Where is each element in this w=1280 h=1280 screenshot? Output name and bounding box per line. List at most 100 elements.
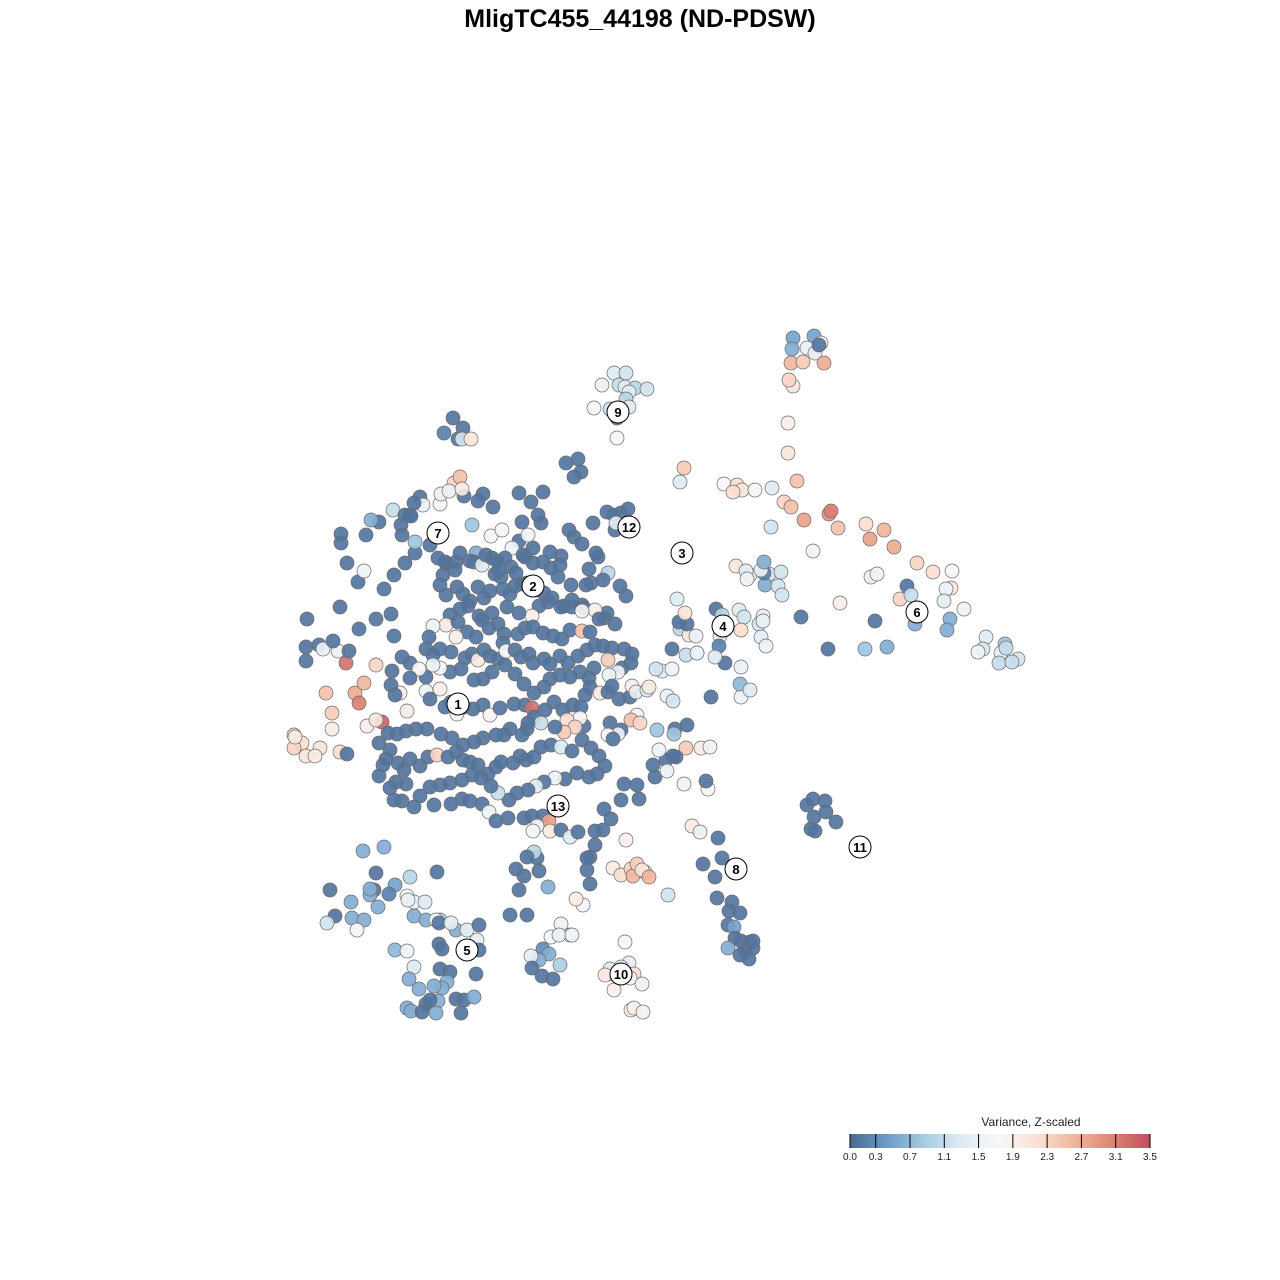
scatter-point — [511, 882, 527, 898]
scatter-point — [604, 678, 620, 694]
scatter-point — [466, 989, 482, 1005]
scatter-point — [795, 354, 811, 370]
scatter-point — [454, 481, 470, 497]
cluster-label-text: 12 — [622, 520, 636, 535]
scatter-point — [698, 773, 714, 789]
cluster-label-badge — [606, 400, 630, 424]
scatter-point — [591, 611, 607, 627]
scatter-point — [781, 372, 797, 388]
scatter-point — [540, 879, 556, 895]
scatter-point — [582, 624, 598, 640]
scatter-point — [709, 890, 725, 906]
scatter-point — [500, 810, 516, 826]
scatter-point — [602, 715, 618, 731]
scatter-point — [991, 655, 1007, 671]
cluster-label-11: 11 — [848, 835, 872, 859]
scatter-point — [492, 700, 508, 716]
scatter-point — [307, 748, 323, 764]
scatter-point — [399, 943, 415, 959]
scatter-point — [401, 971, 417, 987]
scatter-point — [552, 557, 568, 573]
legend-tick-label: 1.5 — [972, 1152, 986, 1163]
scatter-point — [363, 512, 379, 528]
scatter-point — [811, 337, 827, 353]
scatter-point — [376, 839, 392, 855]
scatter-point — [566, 469, 582, 485]
scatter-point — [574, 603, 590, 619]
scatter-point — [569, 765, 585, 781]
scatter-point — [482, 707, 498, 723]
scatter-point — [660, 887, 676, 903]
scatter-point — [428, 1005, 444, 1021]
scatter-point — [758, 638, 774, 654]
scatter-point — [499, 599, 515, 615]
scatter-point — [956, 601, 972, 617]
scatter-point — [702, 739, 718, 755]
scatter-point — [516, 676, 532, 692]
cluster-label-3: 3 — [670, 541, 694, 565]
cluster-label-text: 5 — [463, 943, 470, 958]
scatter-point — [944, 563, 960, 579]
scatter-point — [688, 628, 704, 644]
scatter-point — [587, 837, 603, 853]
scatter-point — [733, 659, 749, 675]
scatter-point — [780, 415, 796, 431]
scatter-point — [659, 763, 675, 779]
scatter-point — [426, 978, 442, 994]
scatter-point — [436, 425, 452, 441]
scatter-point — [764, 480, 780, 496]
legend-tick-label: 0.7 — [903, 1152, 917, 1163]
scatter-point — [783, 499, 799, 515]
scatter-point — [594, 377, 610, 393]
scatter-point — [600, 652, 616, 668]
scatter-point — [485, 499, 501, 515]
scatter-point — [325, 633, 341, 649]
scatter-point — [426, 797, 442, 813]
scatter-point — [793, 609, 809, 625]
scatter-point — [714, 850, 730, 866]
cluster-label-12: 12 — [617, 515, 641, 539]
scatter-point — [322, 882, 338, 898]
scatter-point — [339, 555, 355, 571]
scatter-point — [867, 613, 883, 629]
scatter-point — [425, 657, 441, 673]
scatter-point — [707, 869, 723, 885]
scatter-point — [634, 976, 650, 992]
scatter-point — [511, 605, 527, 621]
color-legend: Variance, Z-scaled 0.0 0.3 0.7 1.1 1.5 1.9 2.3… — [843, 1115, 1157, 1163]
scatter-point — [411, 661, 427, 677]
scatter-point — [403, 508, 419, 524]
scatter-point — [315, 641, 331, 657]
scatter-point — [450, 614, 466, 630]
scatter-point — [397, 555, 413, 571]
cluster-label-badge — [446, 692, 470, 716]
scatter-point — [411, 981, 427, 997]
scatter-point — [595, 822, 611, 838]
scatter-point — [470, 493, 486, 509]
legend-tick-label: 2.3 — [1040, 1152, 1054, 1163]
scatter-point — [368, 712, 384, 728]
scatter-point — [298, 653, 314, 669]
scatter-point — [445, 410, 461, 426]
scatter-point — [339, 746, 355, 762]
scatter-point — [504, 540, 520, 556]
cluster-label-badge — [609, 962, 633, 986]
scatter-point — [443, 915, 459, 931]
scatter-point — [414, 1004, 430, 1020]
scatter-point — [524, 960, 540, 976]
scatter-point — [362, 881, 378, 897]
scatter-point — [299, 611, 315, 627]
scatter-point — [1004, 654, 1020, 670]
scatter-point — [789, 473, 805, 489]
scatter-point — [318, 685, 334, 701]
scatter-point — [582, 876, 598, 892]
scatter-point — [938, 581, 954, 597]
scatter-point — [542, 656, 558, 672]
scatter-point — [805, 791, 821, 807]
scatter-point — [355, 843, 371, 859]
scatter-point — [632, 715, 648, 731]
scatter-point — [925, 564, 941, 580]
scatter-point — [443, 644, 459, 660]
scatter-point — [784, 341, 800, 357]
